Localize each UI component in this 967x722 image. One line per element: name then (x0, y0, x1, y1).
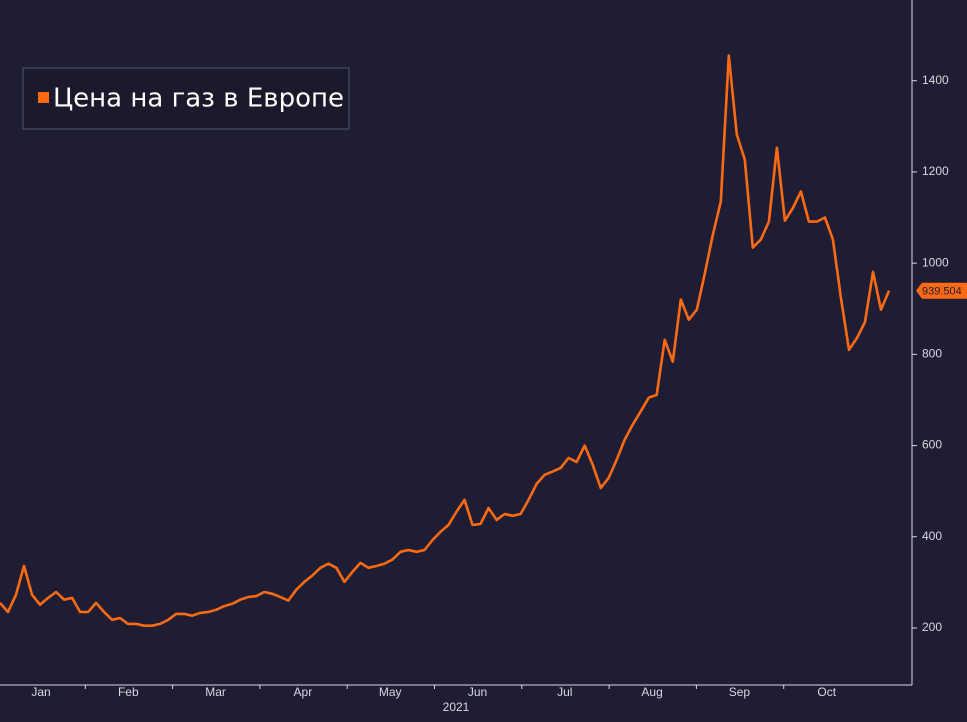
y-tick-label: 1200 (922, 164, 949, 178)
y-tick-label: 200 (922, 620, 942, 634)
legend-swatch (38, 92, 49, 103)
y-tick-label: 400 (922, 529, 942, 543)
y-tick-label: 1000 (922, 255, 949, 269)
x-tick-label: Feb (118, 685, 139, 699)
x-tick-label: Oct (817, 685, 836, 699)
x-tick-label: Mar (205, 685, 226, 699)
x-tick-label: Jun (468, 685, 487, 699)
x-axis-label: 2021 (443, 700, 470, 714)
x-tick-label: Jan (31, 685, 50, 699)
y-tick-label: 800 (922, 347, 942, 361)
x-tick-label: Sep (729, 685, 751, 699)
x-tick-label: Jul (557, 685, 572, 699)
y-tick-label: 600 (922, 438, 942, 452)
legend-box (22, 67, 350, 130)
value-tag (916, 282, 967, 299)
x-tick-label: May (379, 685, 402, 699)
x-tick-label: Apr (294, 685, 313, 699)
legend-label: Цена на газ в Европе (53, 84, 344, 114)
value-label: 939.504 (922, 286, 962, 298)
line (0, 54, 891, 628)
x-tick-label: Aug (641, 685, 662, 699)
y-tick-label: 1400 (922, 73, 949, 87)
